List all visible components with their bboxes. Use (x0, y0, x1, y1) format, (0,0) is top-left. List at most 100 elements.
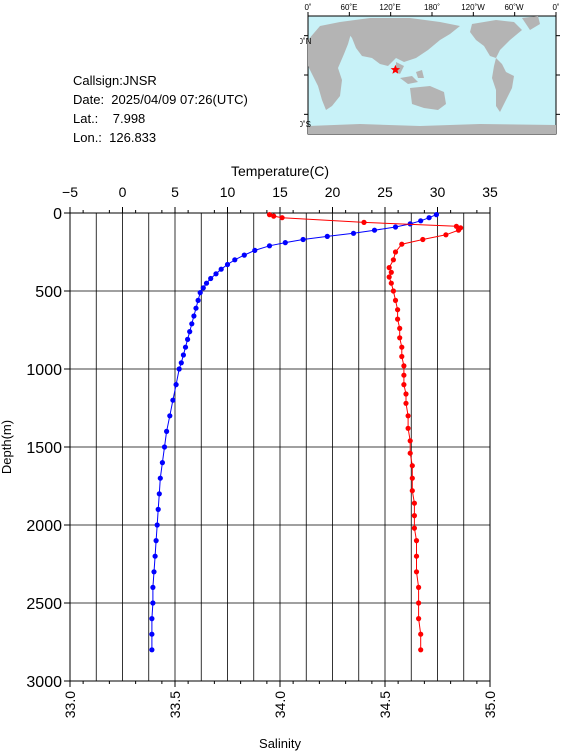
series-1-point-2 (279, 215, 285, 221)
temp-tick-label-3: 10 (220, 184, 236, 200)
map-tick-lat-2: 60˚S (300, 120, 311, 129)
series-1-point-37 (411, 513, 417, 519)
series-0-point-29 (178, 360, 184, 366)
series-0-point-33 (167, 413, 173, 419)
series-0-point-17 (208, 275, 214, 282)
series-1-point-34 (409, 475, 415, 481)
station-marker-icon (390, 64, 401, 74)
series-0-point-37 (157, 475, 163, 481)
series-1-point-42 (416, 584, 422, 590)
series-0-point-2 (418, 218, 424, 224)
series-1-point-17 (392, 297, 399, 303)
series-1-point-28 (403, 400, 409, 406)
series-1-point-16 (390, 288, 396, 294)
series-0-point-13 (232, 257, 238, 263)
series-1-point-38 (411, 525, 417, 531)
station-star (390, 64, 401, 74)
map-tick-lon-4: 120˚W (461, 3, 485, 12)
series-line-0 (151, 214, 437, 650)
series-1-point-12 (386, 265, 392, 271)
chart-grid (70, 213, 490, 681)
depth-tick-label-2: 1000 (26, 362, 62, 379)
series-0-point-31 (173, 382, 179, 388)
series-0-point-35 (161, 444, 168, 450)
series-1-point-23 (399, 353, 405, 360)
series-0-point-48 (149, 647, 155, 653)
series-0-point-30 (176, 366, 182, 372)
temp-tick-label-1: 0 (119, 184, 127, 200)
series-1-point-0 (266, 212, 273, 218)
temp-tick-label-6: 25 (377, 184, 393, 200)
series-0-point-12 (241, 252, 247, 258)
depth-tick-label-1: 500 (35, 284, 62, 301)
series-0-point-34 (164, 428, 170, 434)
series-1-point-35 (409, 488, 415, 494)
series-1-point-46 (418, 647, 424, 653)
series-0-point-19 (200, 285, 206, 291)
series-0-point-25 (187, 329, 193, 335)
map-tick-lat-0: 60˚N (300, 37, 312, 46)
series-0-point-20 (197, 290, 203, 296)
series-0-point-43 (151, 569, 157, 575)
series-0-point-10 (266, 243, 273, 249)
map-tick-lon-1: 60˚E (341, 3, 358, 12)
series-0-point-0 (433, 212, 439, 218)
series-0-point-14 (224, 261, 231, 268)
sal-tick-label-2: 34.0 (272, 691, 288, 718)
map-tick-lon-5: 60˚W (504, 3, 524, 12)
series-1-point-45 (418, 631, 424, 637)
temperature-axis: −5 0 5 10 15 20 25 30 35 (62, 184, 498, 213)
date-text: Date: 2025/04/09 07:26(UTC) (73, 92, 248, 107)
series-0-point-9 (282, 240, 288, 246)
world-map: 0˚ 60˚E 120˚E 180˚ 120˚W 60˚W 0˚ 60˚N 0˚… (286, 3, 560, 135)
series-1-point-24 (401, 363, 407, 369)
sal-tick-label-4: 35.0 (482, 691, 498, 718)
map-tick-lon-0: 0˚ (304, 3, 311, 12)
chart-series (149, 212, 464, 653)
temp-tick-label-5: 20 (325, 184, 341, 200)
sal-tick-label-1: 33.5 (167, 691, 183, 718)
series-1-point-27 (403, 391, 409, 397)
sal-tick-label-0: 33.0 (62, 691, 78, 718)
series-1-point-21 (397, 335, 403, 341)
series-1-point-13 (388, 269, 394, 275)
series-0-point-38 (156, 491, 162, 497)
series-0-point-28 (180, 352, 186, 358)
series-0-point-47 (149, 631, 155, 637)
series-1-point-26 (401, 382, 407, 388)
series-1-point-40 (413, 553, 420, 559)
series-0-point-39 (155, 506, 161, 512)
depth-tick-label-4: 2000 (26, 518, 62, 535)
depth-axis-label: Depth(m) (0, 420, 14, 474)
series-0-point-11 (252, 247, 258, 253)
location-map: 0˚ 60˚E 120˚E 180˚ 120˚W 60˚W 0˚ 60˚N 0˚… (286, 0, 564, 145)
temp-tick-label-4: 15 (272, 184, 288, 200)
salinity-axis: 33.0 33.5 34.0 34.5 35.0 (62, 681, 498, 718)
series-1-point-29 (405, 413, 411, 419)
series-1-point-41 (413, 569, 420, 575)
series-0-point-16 (213, 271, 219, 277)
series-0-point-24 (189, 321, 195, 327)
series-1-point-33 (409, 463, 415, 469)
series-0-point-46 (149, 616, 155, 622)
series-1-point-31 (407, 438, 413, 444)
map-land (308, 16, 556, 134)
series-0-point-21 (195, 297, 201, 303)
station-info: Callsign:JNSR Date: 2025/04/09 07:26(UTC… (73, 71, 248, 147)
series-1-point-20 (397, 325, 403, 331)
depth-tick-label-3: 1500 (26, 440, 62, 457)
temp-tick-label-8: 35 (482, 184, 498, 200)
series-1-point-30 (405, 425, 411, 431)
profile-chart: −5 0 5 10 15 20 25 30 35 33.0 33.5 34.0 34.5 35.0 05… (0, 163, 498, 751)
series-1-point-1 (271, 213, 277, 219)
map-tick-lon-3: 180˚ (424, 3, 440, 12)
depth-tick-label-5: 2500 (26, 596, 62, 613)
series-1-point-36 (411, 500, 417, 506)
temp-tick-label-0: −5 (62, 184, 78, 200)
map-tick-lon-6: 0˚ (552, 3, 559, 12)
series-0-point-45 (150, 600, 156, 606)
series-0-point-7 (324, 233, 330, 239)
lon-text: Lon.: 126.833 (73, 130, 157, 145)
series-1-point-4 (453, 223, 459, 229)
series-1-point-3 (361, 219, 367, 225)
